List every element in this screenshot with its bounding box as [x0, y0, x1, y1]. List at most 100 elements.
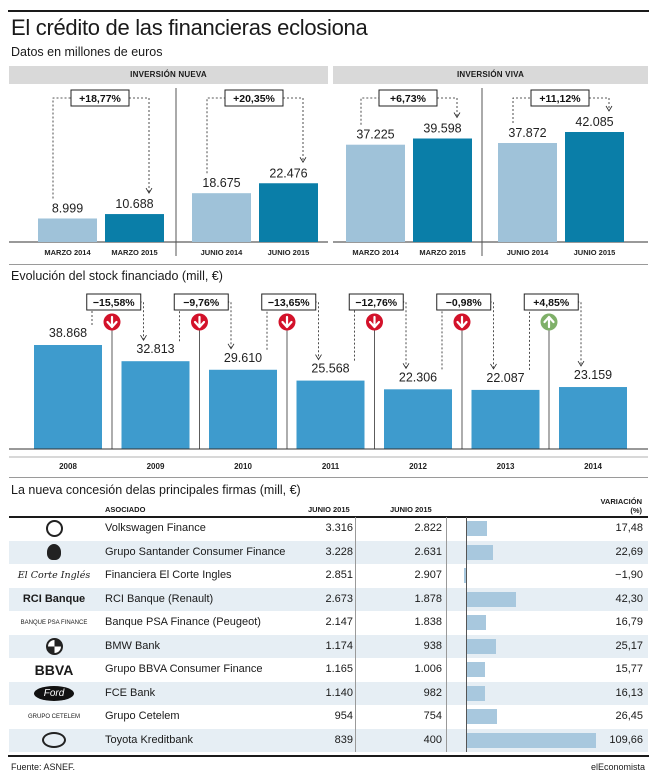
table-row: Volkswagen Finance 3.316 2.822 17,48 — [9, 517, 648, 540]
stock-year-label: 2012 — [409, 462, 427, 471]
col-head-variacion: VARIACIÓN (%) — [600, 497, 642, 515]
stock-arrowhead — [490, 363, 497, 370]
category-label: MARZO 2015 — [419, 248, 465, 257]
stock-connector-left — [175, 301, 180, 342]
variation-value: 22,69 — [615, 545, 643, 558]
value-junio-b: 2.822 — [414, 522, 442, 534]
company-logo — [9, 729, 99, 752]
variation-value: 15,77 — [615, 663, 643, 675]
bar-value-label: 22.476 — [269, 166, 307, 180]
company-name: FCE Bank — [105, 686, 156, 699]
change-label: +11,12% — [539, 93, 581, 105]
bar — [192, 193, 251, 242]
stock-value-label: 22.087 — [486, 371, 524, 385]
variation-value: 16,79 — [615, 616, 643, 628]
variation-value: 16,13 — [615, 686, 643, 699]
ford-oval: Ford — [33, 685, 75, 701]
variation-bar — [466, 732, 596, 748]
stock-connector-left — [525, 301, 530, 370]
company-logo: BBVA — [34, 661, 74, 678]
variation-bar — [466, 662, 485, 677]
stock-bar — [559, 387, 627, 449]
stock-value-label: 38.868 — [49, 326, 87, 340]
value-junio-a: 1.165 — [325, 663, 353, 675]
stock-arrowhead — [315, 354, 322, 361]
stock-connector-right — [402, 301, 407, 368]
company-logo: Ford — [9, 682, 99, 705]
stock-change-box — [86, 293, 142, 311]
stock-year-label: 2009 — [147, 462, 165, 471]
change-arrowhead — [145, 187, 153, 194]
logo-mark-icon — [42, 732, 66, 748]
col-head-junio-b: JUNIO 2015 — [390, 505, 432, 514]
table-row: RCI Banque RCI Banque (Renault) 2.673 1.878… — [9, 587, 648, 611]
change-label: +18,77% — [79, 93, 121, 105]
company-logo — [9, 635, 99, 658]
table-title: La nueva concesión delas principales fir… — [11, 483, 301, 497]
stock-bar — [34, 345, 102, 449]
company-name: Grupo BBVA Consumer Finance — [105, 663, 263, 675]
stock-arrowhead — [227, 343, 235, 350]
stock-value-label: 32.813 — [136, 342, 174, 356]
section-divider-2 — [9, 477, 648, 478]
stock-connector-left — [437, 301, 443, 370]
change-box — [530, 89, 590, 107]
variation-zero-axis — [466, 517, 467, 752]
change-arrowhead — [299, 157, 307, 164]
value-junio-a: 2.673 — [325, 592, 353, 605]
bar — [346, 144, 405, 242]
category-label: JUNIO 2014 — [201, 248, 244, 257]
stock-change-box — [523, 293, 579, 311]
change-label: +20,35% — [233, 93, 275, 105]
source-note: Fuente: ASNEF. — [11, 762, 76, 772]
band-head-viva: INVERSIÓN VIVA — [333, 66, 648, 84]
brand-logo: elEconomista — [590, 762, 645, 772]
bar-value-label: 39.598 — [423, 122, 461, 136]
table-row: Ford FCE Bank 1.140 982 16,13 — [9, 681, 648, 705]
table-col-divider-1 — [355, 517, 356, 752]
bar — [105, 214, 164, 242]
company-logo: RCI Banque — [22, 593, 86, 605]
category-label: JUNIO 2015 — [268, 248, 310, 257]
stock-value-label: 29.610 — [224, 351, 262, 365]
variation-value: 25,17 — [615, 639, 643, 652]
category-label: JUNIO 2015 — [574, 248, 616, 257]
down-arrow-glyph — [193, 315, 206, 329]
stock-change-label: +4,85% — [533, 297, 570, 309]
stock-year-label: 2013 — [497, 462, 515, 471]
stock-bar-chart: 38.868 2008 32.813 2009 29.610 2010 25.568 2011… — [9, 293, 648, 471]
stock-year-label: 2010 — [234, 462, 252, 471]
category-label: MARZO 2014 — [352, 248, 399, 257]
stock-change-label: −9,76% — [183, 297, 220, 309]
company-logo: GRUPO CETELEM — [27, 713, 80, 720]
value-junio-a: 2.147 — [325, 616, 353, 628]
stock-bar — [471, 389, 540, 449]
stock-change-label: −0,98% — [446, 297, 483, 309]
stock-bar — [384, 389, 452, 449]
value-junio-b: 1.838 — [414, 616, 442, 628]
down-arrow-glyph — [281, 315, 293, 329]
table-row: Toyota Kreditbank 839 400 109,66 — [9, 728, 648, 752]
bar-value-label: 37.872 — [508, 126, 546, 140]
change-connector-left — [206, 97, 225, 174]
company-name: Grupo Santander Consumer Finance — [105, 545, 286, 558]
stock-connector-right — [577, 301, 582, 366]
value-junio-b: 938 — [423, 639, 442, 652]
table-row: GRUPO CETELEM Grupo Cetelem 954 754 26,45 — [9, 705, 648, 728]
stock-year-label: 2014 — [584, 462, 602, 471]
logo-mark-icon — [45, 637, 63, 655]
company-logo — [9, 541, 99, 564]
logo-mark-icon — [47, 544, 61, 560]
variation-value: 17,48 — [615, 522, 643, 534]
variation-bar — [466, 709, 498, 724]
top-bar-charts: 8.999 MARZO 2014 10.688 MARZO 2015 +18,77% 18… — [9, 88, 648, 257]
variation-bar — [466, 591, 517, 607]
value-junio-b: 1.006 — [414, 663, 442, 675]
variation-value: 109,66 — [609, 733, 643, 746]
stock-change-box — [436, 293, 492, 311]
page-subtitle: Datos en millones de euros — [11, 45, 163, 59]
stock-bar — [296, 380, 365, 449]
table-col-divider-2 — [446, 517, 447, 752]
stock-change-label: −12,76% — [355, 297, 397, 309]
value-junio-a: 954 — [334, 710, 353, 722]
